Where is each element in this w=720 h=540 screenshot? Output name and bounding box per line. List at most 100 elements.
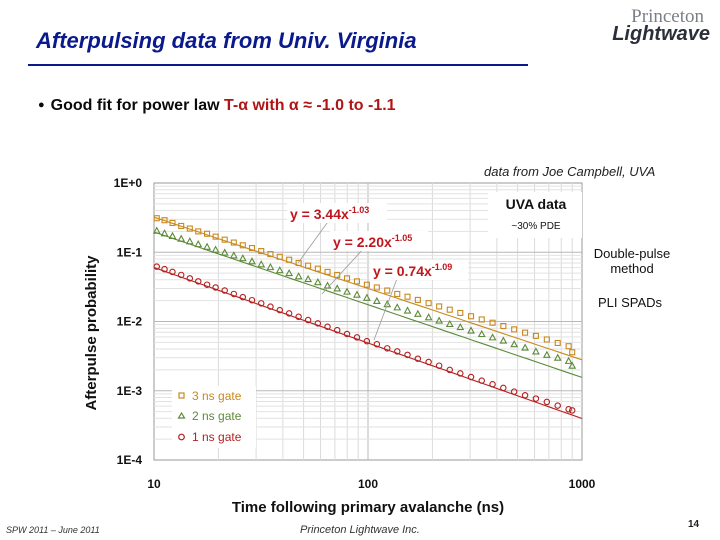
fit-3ns-leader (297, 218, 331, 264)
data-point-1ns (343, 330, 351, 338)
data-point-1ns (363, 337, 371, 345)
data-point-3ns (436, 303, 443, 310)
data-point-1ns (353, 334, 361, 341)
data-point-3ns (457, 309, 464, 316)
chart-legend: 3 ns gate 2 ns gate 1 ns gate (172, 386, 256, 448)
fit-2ns-leader (321, 246, 366, 295)
data-point-3ns (404, 293, 411, 300)
data-point-2ns (248, 257, 256, 265)
data-point-2ns (383, 300, 392, 308)
legend-circle-icon (178, 433, 185, 441)
legend-2ns: 2 ns gate (192, 409, 242, 423)
data-point-3ns (195, 228, 202, 235)
data-point-2ns (229, 251, 238, 259)
data-point-2ns (477, 329, 486, 338)
data-point-3ns (324, 268, 331, 275)
data-point-3ns (373, 284, 380, 291)
data-point-1ns (267, 303, 274, 310)
data-point-2ns (257, 260, 266, 268)
legend-triangle-icon (177, 411, 186, 419)
data-point-3ns (478, 316, 485, 323)
data-point-1ns (314, 320, 322, 327)
legend-bg (172, 386, 256, 448)
data-point-1ns (304, 316, 312, 324)
data-point-3ns (212, 233, 219, 240)
footer-left: SPW 2011 – June 2011 (6, 525, 100, 535)
data-point-1ns (276, 306, 284, 314)
data-point-2ns (275, 266, 284, 274)
data-point-1ns (212, 284, 219, 291)
data-point-3ns (276, 253, 283, 260)
data-point-3ns (204, 230, 211, 237)
y-tick-label: 1E-4 (117, 453, 143, 467)
data-point-3ns (248, 244, 256, 252)
data-point-1ns (543, 398, 551, 406)
bullet-formula: T-α with α ≈ -1.0 to -1.1 (223, 97, 396, 114)
data-point-1ns (532, 395, 540, 402)
data-point-2ns (203, 242, 211, 250)
data-point-2ns (456, 322, 465, 331)
data-point-2ns (362, 293, 371, 301)
data-point-2ns (542, 350, 551, 358)
data-point-1ns (500, 384, 507, 392)
fit-3ns-bg (287, 203, 387, 223)
chart-title-box (488, 192, 582, 238)
data-point-3ns (178, 222, 185, 229)
data-point-2ns (531, 347, 540, 355)
data-points (152, 215, 577, 414)
tick-labels: 10 100 1000 1E+0 1E-1 1E-2 1E-3 1E-4 (114, 176, 596, 491)
data-point-3ns (186, 225, 193, 232)
x-axis-label: Time following primary avalanche (ns) (232, 499, 504, 516)
data-point-1ns (221, 287, 228, 294)
data-point-3ns (384, 287, 391, 294)
method-label: Double-pulse method (593, 246, 671, 276)
data-point-3ns (314, 265, 321, 272)
fit-2ns-exponent: -1.05 (392, 233, 413, 243)
data-point-2ns (413, 309, 422, 317)
data-point-2ns (285, 268, 294, 277)
logo-line-2: Lightwave (612, 23, 710, 45)
fit-2ns-bg (330, 231, 428, 251)
fit-line-triangle (153, 231, 583, 378)
fit-annotations: y = 3.44x-1.03 y = 2.20x-1.05 y = 0.74x-… (287, 203, 468, 341)
data-point-3ns (230, 239, 237, 246)
data-point-3ns (414, 296, 421, 303)
data-point-1ns (230, 290, 238, 298)
data-point-2ns (521, 343, 530, 351)
data-point-2ns (564, 356, 573, 364)
fit-equation-2ns: y = 2.20x-1.05 (333, 233, 412, 250)
data-point-2ns (435, 316, 444, 324)
legend-square-icon (178, 392, 185, 399)
data-point-2ns (152, 226, 161, 234)
fit-3ns-exponent: -1.03 (349, 205, 370, 215)
data-point-3ns (489, 319, 496, 326)
data-point-2ns (294, 272, 303, 280)
data-point-2ns (185, 237, 194, 245)
data-point-3ns (353, 278, 361, 285)
y-tick-label: 1E+0 (114, 176, 143, 190)
data-point-2ns (499, 336, 508, 344)
data-point-2ns (194, 239, 203, 248)
data-point-2ns (445, 319, 454, 328)
data-point-3ns (221, 236, 228, 243)
data-point-1ns (285, 310, 293, 317)
data-point-2ns (304, 274, 313, 283)
data-point-3ns (153, 215, 160, 222)
data-point-1ns (565, 406, 572, 413)
chart-subtitle: ~30% PDE (511, 221, 561, 232)
y-tick-label: 1E-1 (117, 245, 143, 259)
data-point-1ns (295, 313, 302, 321)
data-point-3ns (258, 248, 265, 255)
data-point-1ns (489, 381, 496, 388)
fit-1ns-base: y = 0.74x (373, 263, 432, 279)
y-tick-label: 1E-2 (117, 315, 143, 329)
data-point-2ns (510, 340, 519, 348)
data-point-3ns (343, 275, 351, 282)
data-point-3ns (554, 339, 561, 347)
data-point-1ns (414, 355, 422, 362)
data-point-3ns (500, 322, 507, 330)
data-point-2ns (424, 313, 433, 321)
fit-line-square (153, 216, 583, 361)
data-point-2ns (333, 284, 342, 292)
